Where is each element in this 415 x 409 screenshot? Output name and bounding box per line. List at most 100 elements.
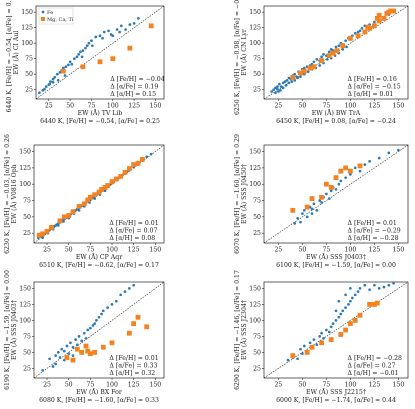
alpha-point — [330, 50, 336, 56]
fe-point — [86, 328, 90, 332]
x-tick-label: 150 — [392, 382, 404, 389]
y-axis-label-line-1: 6070 K, [Fe/H] = −1.60, [α/Fe] = 0.29 — [234, 134, 241, 254]
fe-point — [110, 303, 114, 306]
alpha-point — [391, 8, 396, 14]
alpha-point — [333, 175, 339, 181]
alpha-point — [44, 228, 50, 234]
alpha-point — [343, 327, 348, 333]
alpha-point — [122, 170, 128, 175]
fe-point — [284, 84, 288, 87]
fe-point — [326, 57, 329, 61]
fe-point — [54, 362, 58, 366]
fe-point — [56, 351, 60, 354]
fe-point — [44, 85, 48, 88]
alpha-point — [135, 160, 141, 166]
alpha-point — [100, 344, 106, 350]
alpha-point — [70, 357, 76, 363]
x-tick-label: 125 — [368, 103, 380, 110]
fe-point — [302, 72, 306, 76]
x-tick-label: 125 — [368, 247, 380, 254]
fe-point — [312, 60, 316, 64]
x-tick-label: 125 — [128, 382, 140, 389]
fe-point — [302, 66, 306, 70]
fe-point — [327, 197, 331, 200]
fe-point — [349, 299, 352, 303]
alpha-point — [109, 340, 115, 346]
panel-4: 25 50 75 100 125 150 25 50 75 100 125 150 EW (Å) SSS… — [234, 134, 409, 269]
legend-alpha-marker — [41, 17, 45, 21]
fe-point — [43, 87, 46, 91]
fe-point — [329, 325, 333, 329]
fe-point — [51, 80, 55, 84]
fe-point — [334, 319, 338, 322]
alpha-point — [79, 350, 85, 355]
fe-point — [84, 46, 87, 50]
fe-point — [373, 283, 376, 287]
alpha-point — [60, 68, 66, 74]
fe-point — [54, 354, 58, 357]
stat-line: Δ [α/H] = 0.01 — [348, 91, 394, 98]
alpha-point — [70, 209, 76, 215]
fe-point — [58, 356, 62, 359]
fe-point — [287, 81, 291, 85]
y-tick-label: 100 — [19, 317, 31, 324]
x-axis-label: EW (Å) TV Lib — [78, 109, 123, 117]
alpha-point — [36, 232, 42, 238]
x-tick-label: 125 — [128, 247, 140, 254]
y-axis-label-line-2: EW (Å) SSS J0450† — [240, 164, 248, 224]
fe-point — [91, 324, 95, 327]
y-axis-label-group: 6440 K, [Fe/H] = −0.54, [α/Fe] = 0.25 EW … — [6, 0, 20, 112]
stat-line: Δ [α/Fe] = −0.15 — [348, 84, 401, 91]
fe-point — [61, 66, 65, 70]
x-axis-label: EW (Å) BW TrA — [312, 109, 361, 117]
x-axis-sublabel: 6100 K, [Fe/H] = −1.59, [α/Fe] = 0.00 — [276, 262, 396, 269]
alpha-point — [85, 348, 91, 354]
x-tick-label: 50 — [298, 103, 306, 110]
alpha-point — [109, 179, 115, 184]
x-tick-label: 25 — [274, 247, 282, 254]
x-axis-label: EW (Å) CP Aqr — [76, 253, 122, 261]
y-axis-label-line-2: EW (Å) CN Lyr — [240, 29, 248, 76]
fe-point — [101, 309, 105, 313]
x-axis-label: EW (Å) SSS J2215† — [306, 388, 366, 396]
alpha-point — [338, 332, 344, 337]
alpha-point — [304, 350, 310, 355]
fe-point — [387, 283, 391, 287]
fe-point — [320, 331, 323, 335]
fe-point — [38, 91, 41, 95]
fe-point — [301, 212, 304, 215]
fe-point — [296, 216, 299, 220]
fe-point — [305, 215, 309, 219]
fe-point — [90, 44, 94, 48]
fe-point — [308, 341, 312, 345]
fe-point — [103, 189, 107, 193]
stat-line: Δ [Fe/H] = 0.16 — [348, 76, 397, 83]
x-tick-label: 50 — [66, 103, 74, 110]
y-tick-label: 25 — [253, 365, 261, 372]
fe-point — [344, 176, 347, 180]
y-axis-label-line-2: EW (Å) SSS J2304† — [240, 300, 248, 360]
alpha-point — [76, 204, 82, 209]
alpha-point — [348, 321, 353, 326]
alpha-point — [290, 207, 296, 213]
legend-alpha-label: Mg, Ca, Ti — [47, 17, 74, 23]
x-tick-label: 150 — [392, 103, 404, 110]
alpha-point — [309, 344, 315, 350]
fe-point — [149, 152, 153, 156]
alpha-point — [40, 231, 46, 237]
stat-line: Δ [α/H] = 0.32 — [109, 370, 155, 377]
alpha-point — [139, 156, 145, 162]
fe-point — [347, 303, 350, 306]
fe-point — [327, 330, 331, 334]
legend-box — [38, 7, 74, 25]
fe-point — [382, 285, 386, 289]
y-tick-label: 75 — [253, 56, 261, 63]
fe-point — [344, 306, 347, 309]
alpha-point — [57, 218, 63, 224]
fe-point — [310, 212, 314, 215]
fe-point — [325, 328, 328, 332]
x-tick-label: 50 — [65, 247, 73, 254]
fe-point — [299, 220, 302, 224]
alpha-point — [374, 16, 380, 21]
